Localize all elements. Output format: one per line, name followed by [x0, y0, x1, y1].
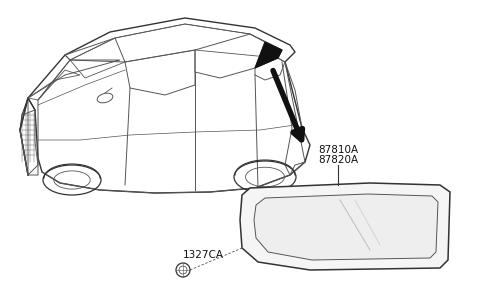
Polygon shape [240, 183, 450, 270]
Polygon shape [255, 42, 282, 68]
Text: 87820A: 87820A [318, 155, 358, 165]
Text: 1327CA: 1327CA [183, 250, 224, 260]
Text: 87810A: 87810A [318, 145, 358, 155]
Circle shape [176, 263, 190, 277]
Polygon shape [254, 194, 438, 260]
